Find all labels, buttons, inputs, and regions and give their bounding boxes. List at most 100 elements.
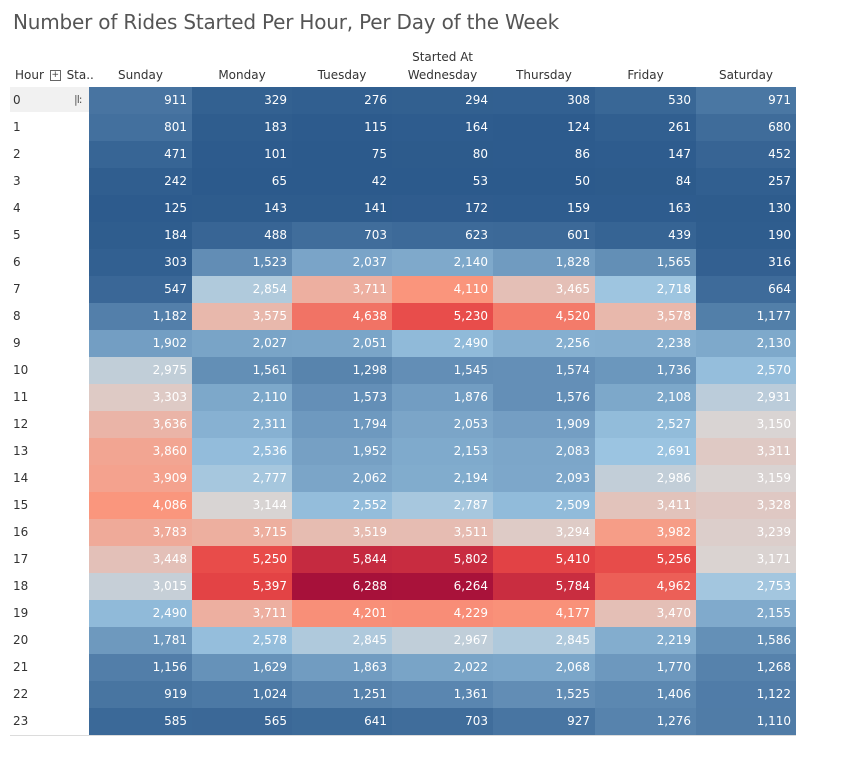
heatmap-cell[interactable]: 141 (292, 195, 392, 222)
heatmap-cell[interactable]: 3,982 (595, 519, 696, 546)
heatmap-cell[interactable]: 2,718 (595, 276, 696, 303)
heatmap-cell[interactable]: 4,229 (392, 600, 493, 627)
heatmap-cell[interactable]: 4,177 (493, 600, 595, 627)
row-label-18[interactable]: 18 (13, 579, 29, 593)
heatmap-cell[interactable]: 3,171 (696, 546, 796, 573)
heatmap-cell[interactable]: 1,406 (595, 681, 696, 708)
heatmap-cell[interactable]: 2,153 (392, 438, 493, 465)
heatmap-cell[interactable]: 2,238 (595, 330, 696, 357)
heatmap-cell[interactable]: 242 (89, 168, 192, 195)
heatmap-cell[interactable]: 1,110 (696, 708, 796, 735)
row-label-11[interactable]: 11 (13, 390, 29, 404)
heatmap-cell[interactable]: 329 (192, 87, 292, 114)
heatmap-cell[interactable]: 2,578 (192, 627, 292, 654)
heatmap-cell[interactable]: 303 (89, 249, 192, 276)
heatmap-cell[interactable]: 130 (696, 195, 796, 222)
heatmap-cell[interactable]: 1,876 (392, 384, 493, 411)
heatmap-cell[interactable]: 703 (292, 222, 392, 249)
heatmap-cell[interactable]: 4,110 (392, 276, 493, 303)
heatmap-cell[interactable]: 1,909 (493, 411, 595, 438)
heatmap-cell[interactable]: 1,576 (493, 384, 595, 411)
heatmap-cell[interactable]: 124 (493, 114, 595, 141)
heatmap-cell[interactable]: 1,525 (493, 681, 595, 708)
heatmap-cell[interactable]: 6,288 (292, 573, 392, 600)
heatmap-cell[interactable]: 3,575 (192, 303, 292, 330)
heatmap-cell[interactable]: 163 (595, 195, 696, 222)
row-label-7[interactable]: 7 (13, 282, 21, 296)
heatmap-cell[interactable]: 911 (89, 87, 192, 114)
heatmap-cell[interactable]: 1,122 (696, 681, 796, 708)
heatmap-cell[interactable]: 2,140 (392, 249, 493, 276)
heatmap-cell[interactable]: 2,256 (493, 330, 595, 357)
heatmap-cell[interactable]: 50 (493, 168, 595, 195)
heatmap-cell[interactable]: 2,027 (192, 330, 292, 357)
heatmap-cell[interactable]: 565 (192, 708, 292, 735)
heatmap-cell[interactable]: 547 (89, 276, 192, 303)
row-label-12[interactable]: 12 (13, 417, 29, 431)
heatmap-cell[interactable]: 2,194 (392, 465, 493, 492)
heatmap-cell[interactable]: 3,328 (696, 492, 796, 519)
row-label-14[interactable]: 14 (13, 471, 29, 485)
heatmap-cell[interactable]: 86 (493, 141, 595, 168)
heatmap-cell[interactable]: 1,573 (292, 384, 392, 411)
heatmap-cell[interactable]: 2,219 (595, 627, 696, 654)
heatmap-cell[interactable]: 1,177 (696, 303, 796, 330)
heatmap-cell[interactable]: 1,629 (192, 654, 292, 681)
heatmap-cell[interactable]: 1,781 (89, 627, 192, 654)
heatmap-cell[interactable]: 1,182 (89, 303, 192, 330)
heatmap-cell[interactable]: 439 (595, 222, 696, 249)
heatmap-cell[interactable]: 2,053 (392, 411, 493, 438)
heatmap-cell[interactable]: 75 (292, 141, 392, 168)
heatmap-cell[interactable]: 5,410 (493, 546, 595, 573)
heatmap-cell[interactable]: 2,845 (292, 627, 392, 654)
heatmap-cell[interactable]: 257 (696, 168, 796, 195)
row-label-6[interactable]: 6 (13, 255, 21, 269)
heatmap-cell[interactable]: 1,574 (493, 357, 595, 384)
heatmap-cell[interactable]: 4,962 (595, 573, 696, 600)
heatmap-cell[interactable]: 42 (292, 168, 392, 195)
heatmap-cell[interactable]: 2,931 (696, 384, 796, 411)
heatmap-cell[interactable]: 680 (696, 114, 796, 141)
heatmap-cell[interactable]: 3,411 (595, 492, 696, 519)
heatmap-cell[interactable]: 5,397 (192, 573, 292, 600)
heatmap-cell[interactable]: 2,967 (392, 627, 493, 654)
heatmap-cell[interactable]: 101 (192, 141, 292, 168)
row-label-5[interactable]: 5 (13, 228, 21, 242)
heatmap-cell[interactable]: 3,909 (89, 465, 192, 492)
row-label-13[interactable]: 13 (13, 444, 29, 458)
heatmap-cell[interactable]: 3,239 (696, 519, 796, 546)
row-label-3[interactable]: 3 (13, 174, 21, 188)
heatmap-cell[interactable]: 2,155 (696, 600, 796, 627)
row-label-10[interactable]: 10 (13, 363, 29, 377)
heatmap-cell[interactable]: 1,545 (392, 357, 493, 384)
heatmap-cell[interactable]: 5,230 (392, 303, 493, 330)
heatmap-cell[interactable]: 2,854 (192, 276, 292, 303)
heatmap-cell[interactable]: 3,448 (89, 546, 192, 573)
heatmap-cell[interactable]: 3,783 (89, 519, 192, 546)
heatmap-cell[interactable]: 1,770 (595, 654, 696, 681)
heatmap-cell[interactable]: 190 (696, 222, 796, 249)
heatmap-cell[interactable]: 3,294 (493, 519, 595, 546)
heatmap-cell[interactable]: 1,565 (595, 249, 696, 276)
heatmap-cell[interactable]: 1,268 (696, 654, 796, 681)
heatmap-cell[interactable]: 2,490 (89, 600, 192, 627)
heatmap-cell[interactable]: 2,093 (493, 465, 595, 492)
heatmap-cell[interactable]: 3,303 (89, 384, 192, 411)
heatmap-cell[interactable]: 2,068 (493, 654, 595, 681)
heatmap-cell[interactable]: 143 (192, 195, 292, 222)
heatmap-cell[interactable]: 1,361 (392, 681, 493, 708)
heatmap-cell[interactable]: 1,561 (192, 357, 292, 384)
heatmap-cell[interactable]: 452 (696, 141, 796, 168)
heatmap-cell[interactable]: 3,144 (192, 492, 292, 519)
plus-box-icon[interactable]: + (49, 70, 61, 81)
heatmap-cell[interactable]: 3,715 (192, 519, 292, 546)
heatmap-cell[interactable]: 703 (392, 708, 493, 735)
heatmap-cell[interactable]: 2,083 (493, 438, 595, 465)
heatmap-cell[interactable]: 601 (493, 222, 595, 249)
heatmap-cell[interactable]: 308 (493, 87, 595, 114)
row-label-16[interactable]: 16 (13, 525, 29, 539)
heatmap-cell[interactable]: 80 (392, 141, 493, 168)
heatmap-cell[interactable]: 3,511 (392, 519, 493, 546)
heatmap-cell[interactable]: 2,311 (192, 411, 292, 438)
heatmap-cell[interactable]: 3,711 (192, 600, 292, 627)
